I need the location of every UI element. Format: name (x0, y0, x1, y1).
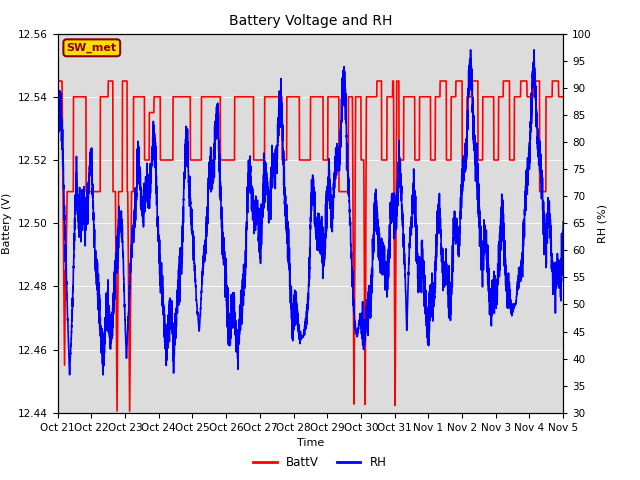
Y-axis label: Battery (V): Battery (V) (3, 192, 12, 254)
X-axis label: Time: Time (297, 438, 324, 448)
Text: SW_met: SW_met (67, 43, 117, 53)
Y-axis label: RH (%): RH (%) (597, 204, 607, 243)
Legend: BattV, RH: BattV, RH (248, 452, 392, 474)
Title: Battery Voltage and RH: Battery Voltage and RH (228, 14, 392, 28)
